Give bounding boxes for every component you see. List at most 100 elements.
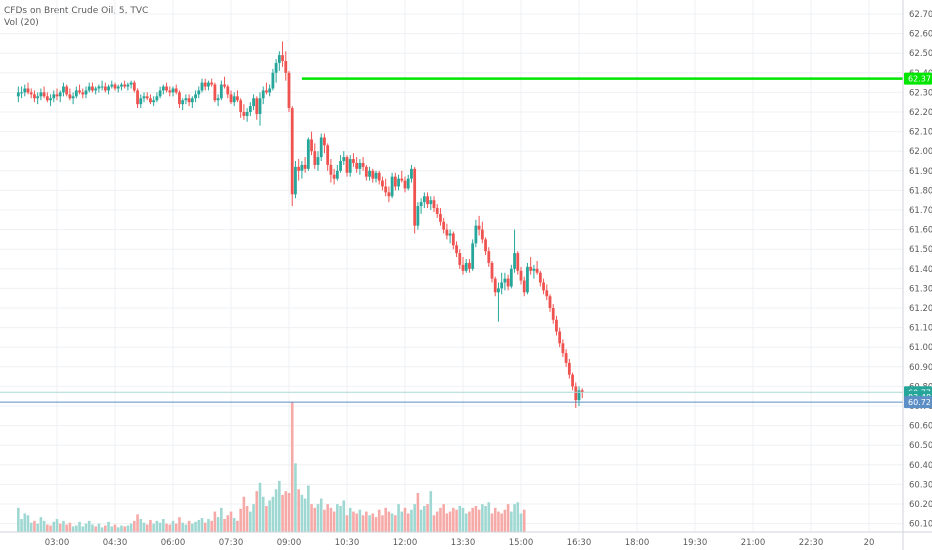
candle — [529, 257, 533, 275]
price-tick-label: 61.10 — [909, 324, 932, 334]
candle-body — [484, 239, 487, 252]
candle — [406, 174, 410, 191]
candle — [245, 108, 249, 122]
candle — [258, 92, 262, 126]
volume-indicator-label[interactable]: Vol (20) — [4, 18, 39, 28]
candle — [345, 155, 349, 177]
candle — [171, 86, 175, 97]
candle-body — [258, 98, 262, 114]
candle — [39, 88, 43, 101]
volume-bar — [210, 520, 213, 532]
candle-body — [171, 88, 175, 93]
candle — [284, 51, 288, 81]
candle — [471, 239, 475, 271]
grid — [0, 0, 903, 532]
candle-body — [132, 82, 136, 91]
candle-body — [577, 390, 581, 401]
candle — [23, 84, 27, 97]
volume-bar — [213, 511, 217, 532]
volume-bar — [506, 504, 510, 532]
price-tick-label: 62.20 — [909, 108, 932, 118]
candle — [142, 92, 146, 103]
candle — [223, 76, 226, 89]
volume-bar — [165, 523, 168, 532]
candle — [297, 159, 301, 181]
volume-bar — [397, 504, 400, 532]
candle — [49, 94, 52, 107]
candle-body — [87, 86, 91, 91]
price-tick-label: 61.60 — [909, 226, 932, 236]
volume-bar — [297, 489, 300, 532]
volume-bar — [223, 519, 226, 532]
candle — [387, 186, 391, 203]
candle — [329, 159, 333, 183]
candle-body — [103, 86, 107, 91]
volume-bar — [203, 522, 207, 532]
volume-bar — [387, 511, 391, 532]
volume-bar — [220, 507, 223, 532]
volume-bar — [145, 524, 149, 532]
candle-body — [68, 94, 72, 99]
candle — [123, 80, 127, 89]
candle-body — [448, 233, 452, 236]
candle-body — [506, 278, 510, 287]
volume-bar — [200, 518, 204, 532]
candle-body — [78, 90, 81, 93]
candle-body — [422, 196, 426, 203]
candle — [152, 96, 156, 107]
candle — [316, 151, 320, 171]
price-tick-label: 60.60 — [909, 422, 932, 432]
candle-body — [474, 225, 478, 244]
candle — [484, 237, 487, 256]
volume-bar — [503, 509, 507, 532]
candle-body — [210, 82, 214, 85]
volume-bar — [191, 523, 194, 532]
candle-body — [335, 170, 339, 179]
volume-bar — [484, 506, 487, 532]
price-badge-label: 62.37 — [908, 75, 931, 84]
candle — [532, 264, 536, 279]
candle — [335, 164, 339, 181]
candle — [190, 96, 194, 109]
time-tick-label: 12:00 — [393, 538, 418, 548]
candle-body — [381, 180, 384, 187]
volume-bar — [439, 507, 442, 532]
candle-body — [74, 90, 78, 97]
volume-bar — [52, 521, 56, 532]
volume-bar — [268, 500, 271, 532]
candle-body — [49, 98, 52, 101]
candle — [313, 143, 317, 169]
volume-bar — [97, 523, 101, 532]
price-tick-label: 60.50 — [909, 441, 932, 451]
volume-bar — [522, 509, 526, 532]
candle — [432, 196, 436, 212]
candle — [52, 90, 56, 103]
candle-body — [39, 92, 43, 97]
candle-body — [548, 296, 552, 308]
volume-bar — [245, 506, 249, 532]
candle-body — [310, 139, 313, 152]
candle-body — [290, 108, 294, 195]
volume-bar — [461, 507, 465, 532]
candle — [555, 315, 558, 336]
volume-bar — [403, 507, 407, 532]
price-badge-bg — [904, 396, 932, 409]
candle-body — [184, 98, 188, 101]
candle-body — [297, 166, 301, 171]
volume-bar — [497, 511, 500, 532]
candle-body — [451, 233, 455, 246]
candle-body — [387, 192, 391, 197]
candle-body — [84, 90, 88, 95]
volume-bar — [194, 521, 197, 532]
candle-body — [42, 92, 46, 97]
volume-bar — [152, 523, 155, 532]
candle — [165, 82, 168, 93]
candle — [461, 257, 465, 275]
candle-body — [416, 206, 420, 226]
candle-body — [513, 253, 516, 269]
candle — [368, 166, 371, 181]
candle — [364, 164, 368, 181]
candle — [203, 78, 207, 91]
candle — [361, 157, 365, 171]
